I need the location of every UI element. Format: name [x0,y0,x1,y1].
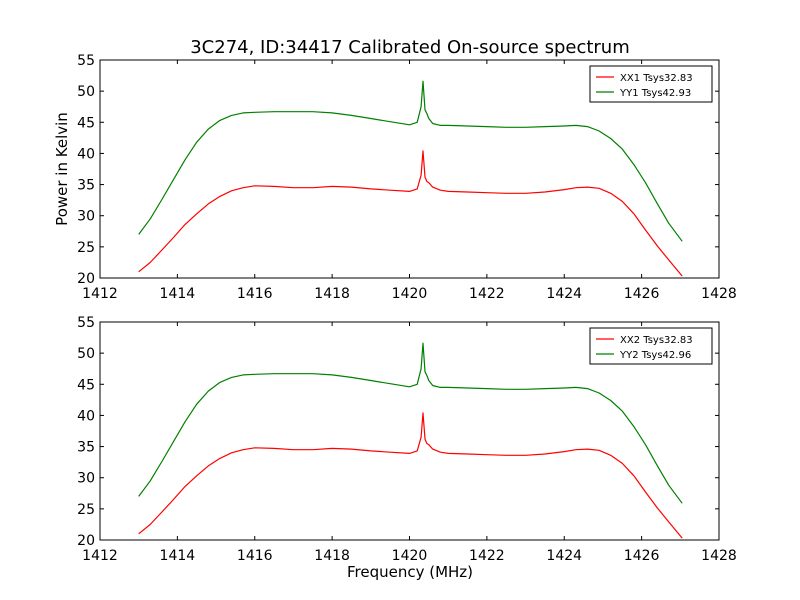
legend-box [589,65,713,103]
x-tick-label: 1418 [314,548,350,564]
x-tick-label: 1420 [392,286,428,302]
x-axis-title: Frequency (MHz) [347,563,473,581]
legend-entry: YY1 Tsys42.93 [619,88,691,99]
x-tick-label: 1416 [237,548,273,564]
legend-entry: XX2 Tsys32.83 [620,335,693,346]
x-tick-label: 1416 [237,286,273,302]
series-line-xx1 [138,150,683,277]
y-tick-label: 20 [77,271,95,287]
x-tick-label: 1424 [546,548,582,564]
x-tick-label: 1426 [624,548,660,564]
y-tick-label: 45 [77,115,95,131]
y-tick-label: 30 [77,209,95,225]
x-tick-label: 1428 [701,286,737,302]
x-tick-label: 1412 [82,548,118,564]
legend: XX2 Tsys32.83 YY2 Tsys42.96 [589,327,713,365]
top-panel: 1412 1414 1416 1418 1420 1422 1424 1426 1428 20 25… [53,53,737,302]
x-tick-label: 1422 [469,286,505,302]
x-tick-label: 1426 [624,286,660,302]
y-tick-label: 20 [77,533,95,549]
x-tick-label: 1414 [160,548,196,564]
legend-entry: YY2 Tsys42.96 [619,350,691,361]
y-tick-label: 40 [77,146,95,162]
x-tick-label: 1422 [469,548,505,564]
y-tick-label: 40 [77,408,95,424]
y-tick-label: 55 [77,315,95,331]
x-tick-label: 1412 [82,286,118,302]
y-axis-title: Power in Kelvin [53,112,71,226]
bottom-panel: 1412 1414 1416 1418 1420 1422 1424 1426 1428 20 25… [77,315,737,564]
series-line-yy2 [138,342,683,504]
y-tick-label: 50 [77,84,95,100]
y-tick-label: 25 [77,502,95,518]
legend-entry: XX1 Tsys32.83 [620,73,693,84]
y-tick-label: 35 [77,440,95,456]
series-line-yy1 [138,80,683,242]
x-tick-label: 1414 [160,286,196,302]
x-tick-label: 1418 [314,286,350,302]
legend: XX1 Tsys32.83 YY1 Tsys42.93 [589,65,713,103]
y-tick-label: 55 [77,53,95,69]
legend-box [589,327,713,365]
x-tick-label: 1420 [392,548,428,564]
y-tick-label: 35 [77,178,95,194]
x-tick-label: 1424 [546,286,582,302]
y-tick-label: 25 [77,240,95,256]
y-tick-label: 50 [77,346,95,362]
series-line-xx2 [138,412,683,539]
figure-title: 3C274, ID:34417 Calibrated On-source spe… [190,37,630,58]
y-tick-label: 45 [77,377,95,393]
x-tick-label: 1428 [701,548,737,564]
y-tick-label: 30 [77,471,95,487]
